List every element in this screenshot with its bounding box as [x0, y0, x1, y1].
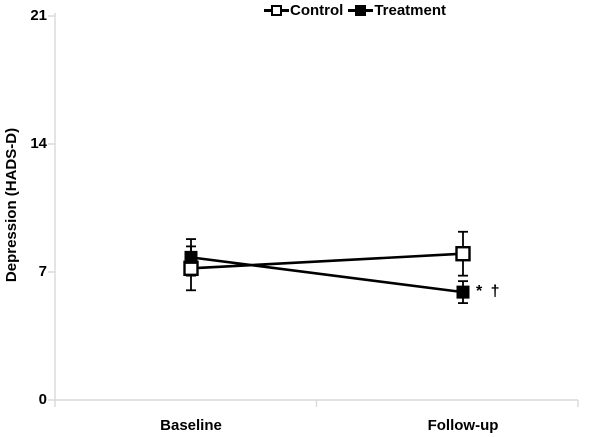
y-tick-label: 14	[30, 135, 47, 152]
marker-filled-square	[184, 250, 198, 264]
legend-label: Control	[290, 2, 344, 19]
x-category-label-baseline: Baseline	[160, 417, 222, 434]
series-line-treatment	[190, 256, 464, 294]
legend-key	[348, 4, 374, 17]
series-line-control	[190, 252, 464, 270]
marker-open-square	[455, 246, 471, 262]
marker-filled-square	[456, 285, 470, 299]
y-tick-label: 7	[38, 263, 47, 280]
significance-annotation: * †	[476, 283, 502, 300]
x-category-label-followup: Follow-up	[427, 417, 499, 434]
y-tick-label: 21	[30, 7, 47, 24]
y-axis-title: Depression (HADS-D)	[3, 127, 20, 283]
open-square-icon	[271, 5, 282, 16]
y-tick-label: 0	[38, 391, 47, 408]
filled-square-icon	[355, 5, 367, 16]
legend-item-treatment: Treatment	[348, 2, 446, 19]
legend-key	[264, 4, 289, 17]
legend-label: Treatment	[374, 2, 447, 19]
legend-item-control: Control	[264, 2, 343, 19]
legend: Control Treatment	[264, 2, 451, 19]
